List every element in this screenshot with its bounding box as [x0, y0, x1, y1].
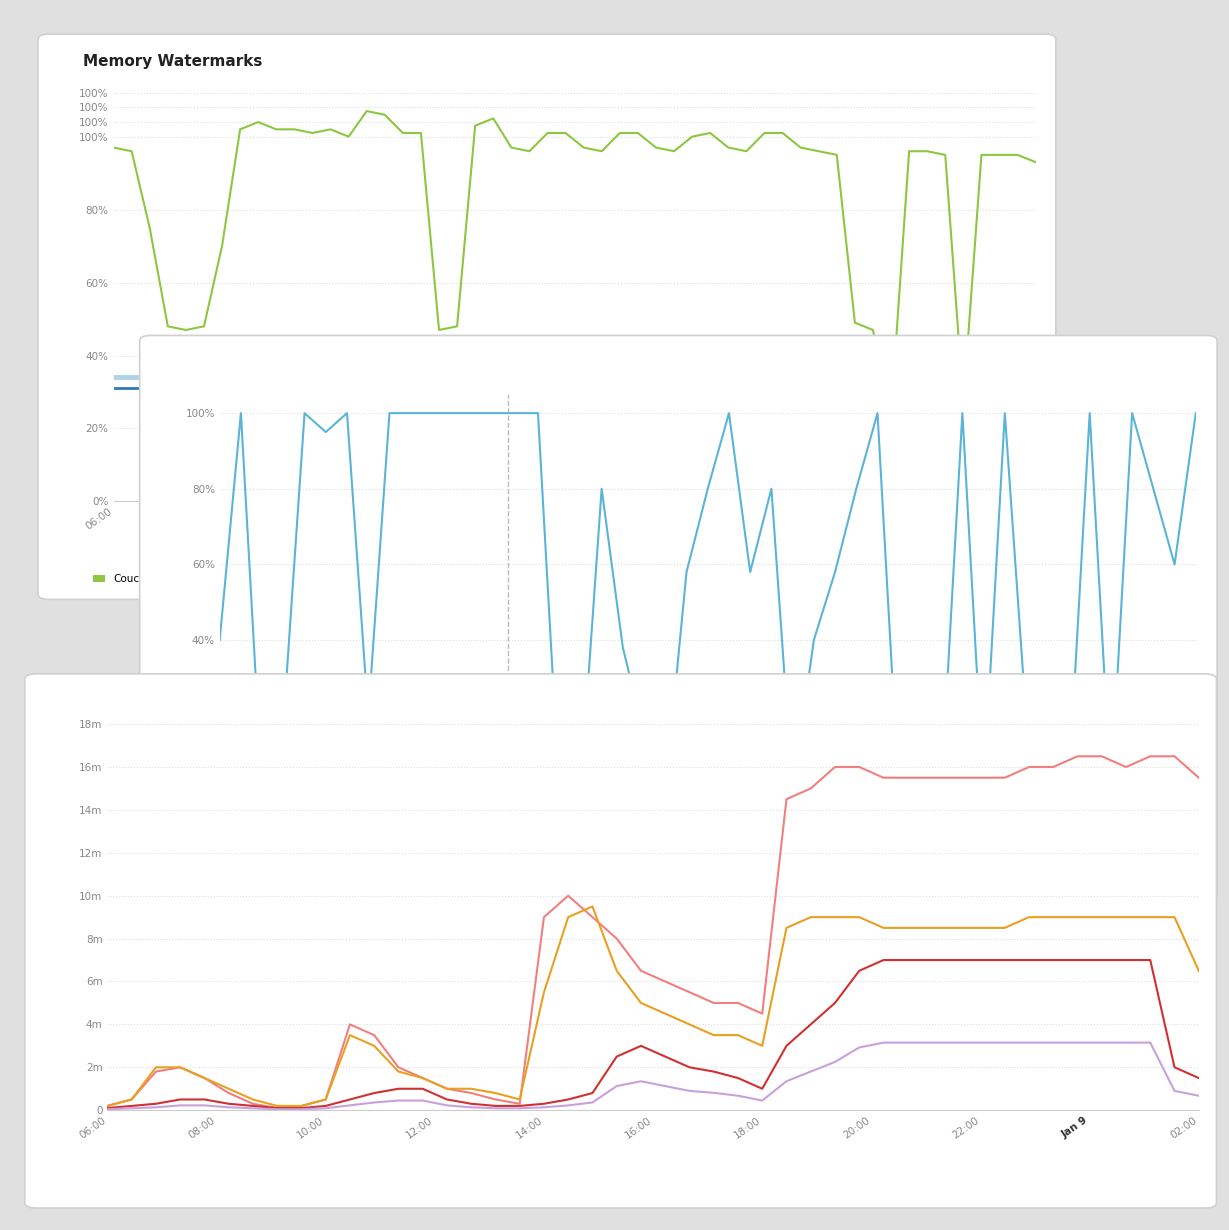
Legend: Coucht: Coucht: [88, 571, 155, 588]
Text: Documents: Documents: [77, 692, 175, 707]
Text: Resident Items Ratio: Resident Items Ratio: [188, 355, 367, 370]
Legend: Doc Data Disk Size, Doc Actual Disk Size, Docs Disk Size, Doc Fragmentation: Doc Data Disk Size, Doc Actual Disk Size…: [71, 1180, 576, 1198]
Legend: Couchbase vb active resident items ratio: Couchbase vb active resident items ratio: [193, 872, 440, 889]
FancyBboxPatch shape: [38, 34, 1056, 599]
FancyBboxPatch shape: [140, 336, 1217, 900]
Text: Memory Watermarks: Memory Watermarks: [84, 54, 263, 69]
FancyBboxPatch shape: [25, 674, 1217, 1208]
